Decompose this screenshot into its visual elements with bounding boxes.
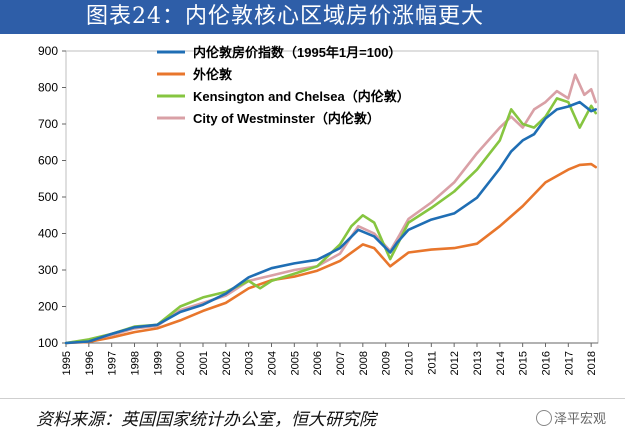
y-tick-label: 700 — [38, 117, 58, 131]
x-tick-label: 2003 — [244, 351, 256, 375]
line-chart: 100 200 300 400 500 600 700 800 900 1995 1996 1997 1… — [38, 44, 599, 375]
legend-label: 外伦敦 — [192, 67, 233, 82]
x-tick-label: 2006 — [312, 351, 324, 375]
y-tick-label: 900 — [38, 44, 58, 58]
x-tick-label: 2010 — [403, 351, 415, 375]
x-tick-label: 2001 — [198, 351, 210, 375]
x-tick-label: 2015 — [518, 351, 530, 375]
y-tick-label: 600 — [38, 154, 58, 168]
x-tick-label: 1997 — [107, 351, 119, 375]
x-tick-label: 2007 — [335, 351, 347, 375]
x-tick-label: 2005 — [289, 351, 301, 375]
x-tick-label: 1998 — [129, 351, 141, 375]
x-tick-label: 1995 — [61, 351, 73, 375]
legend-label: City of Westminster（内伦敦） — [193, 111, 380, 126]
y-tick-label: 800 — [38, 81, 58, 95]
chart-title: 图表24：内伦敦核心区域房价涨幅更大 — [0, 0, 625, 34]
x-tick-label: 2000 — [175, 351, 187, 375]
x-tick-label: 2008 — [358, 351, 370, 375]
x-tick-label: 2004 — [266, 351, 278, 375]
y-tick-label: 400 — [38, 227, 58, 241]
x-tick-label: 2002 — [221, 351, 233, 375]
x-tick-label: 2011 — [426, 351, 438, 375]
x-tick-label: 2018 — [586, 351, 598, 375]
x-tick-label: 2017 — [563, 351, 575, 375]
legend-label: 内伦敦房价指数（1995年1月=100） — [193, 45, 401, 60]
y-tick-label: 100 — [38, 336, 58, 350]
x-tick-label: 2012 — [449, 351, 461, 375]
x-tick-label: 1999 — [152, 351, 164, 375]
x-tick-label: 2016 — [540, 351, 552, 375]
footer: 资料来源：英国国家统计办公室，恒大研究院 泽平宏观 — [0, 398, 625, 433]
legend: 内伦敦房价指数（1995年1月=100） 外伦敦 Kensington and Ch… — [157, 45, 410, 126]
y-tick-label: 300 — [38, 263, 58, 277]
series-line — [64, 97, 598, 345]
axes: 100 200 300 400 500 600 700 800 900 1995 1996 1997 1… — [38, 44, 599, 375]
watermark: 泽平宏观 — [536, 408, 606, 427]
x-tick-label: 2013 — [472, 351, 484, 375]
series-line — [64, 73, 598, 345]
series-lines — [64, 73, 598, 345]
y-tick-label: 500 — [38, 190, 58, 204]
series-line — [64, 162, 598, 345]
source-note: 资料来源：英国国家统计办公室，恒大研究院 — [36, 410, 376, 430]
series-line — [64, 100, 598, 345]
watermark-label: 泽平宏观 — [554, 412, 607, 427]
x-tick-label: 2009 — [381, 351, 393, 375]
x-tick-label: 1996 — [84, 351, 96, 375]
legend-label: Kensington and Chelsea（内伦敦） — [193, 89, 410, 104]
y-tick-label: 200 — [38, 300, 58, 314]
wechat-icon — [536, 410, 552, 426]
x-tick-label: 2014 — [495, 351, 507, 375]
